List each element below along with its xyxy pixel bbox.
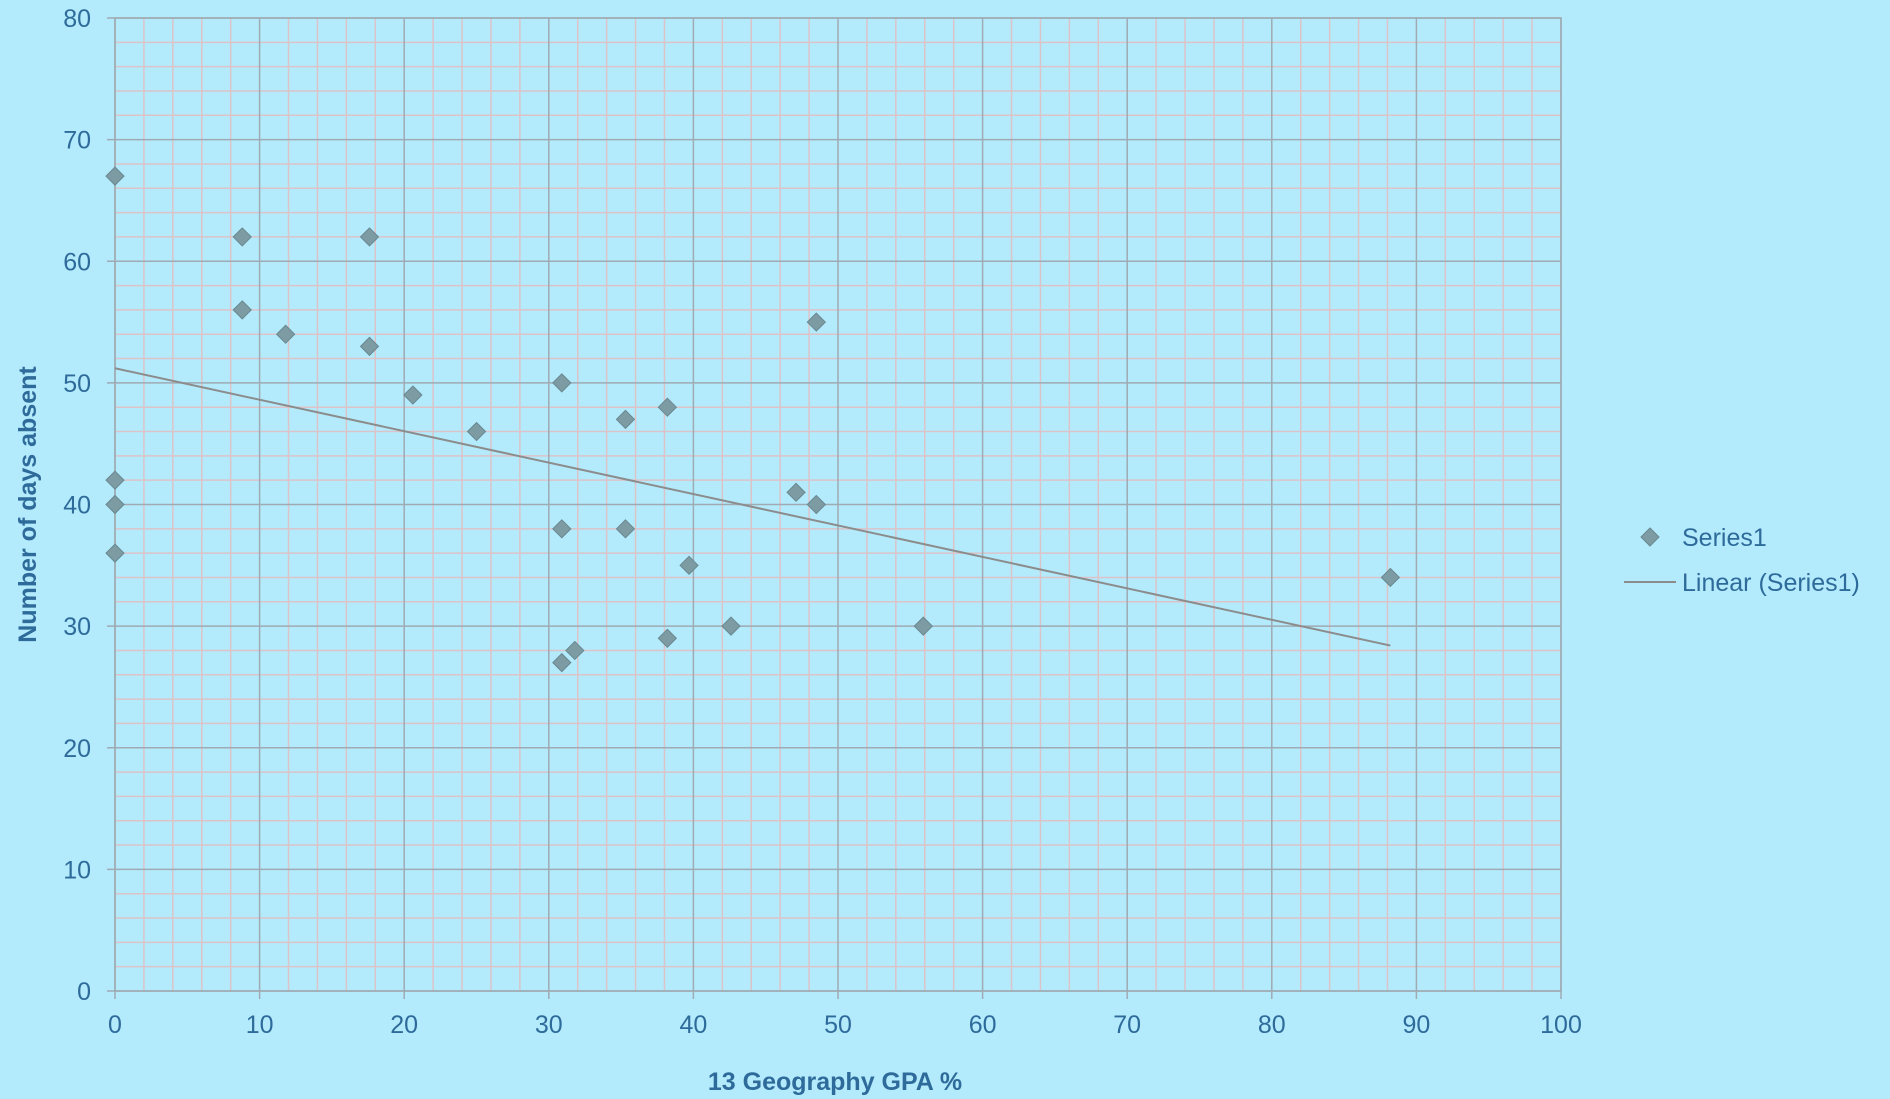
data-point-marker xyxy=(786,482,806,503)
data-point-marker xyxy=(105,470,125,490)
data-point-marker xyxy=(552,652,572,673)
x-tick-label: 0 xyxy=(108,1011,122,1039)
data-point-marker xyxy=(806,494,827,515)
data-point-marker xyxy=(565,640,585,661)
legend-series1-label: Series1 xyxy=(1682,524,1767,552)
legend-trendline-label: Linear (Series1) xyxy=(1682,569,1860,597)
y-tick-label: 0 xyxy=(77,978,91,1006)
data-point-marker xyxy=(552,373,572,393)
data-point-marker xyxy=(657,628,678,648)
data-point-marker xyxy=(275,324,296,344)
data-point-marker xyxy=(552,519,572,539)
data-point-marker xyxy=(403,385,423,405)
data-point-marker xyxy=(359,227,380,247)
y-tick-label: 80 xyxy=(63,5,91,33)
x-axis-ticks: 0 10 20 30 40 50 60 70 80 90 100 xyxy=(108,991,1582,1039)
y-tick-label: 50 xyxy=(63,370,91,398)
x-tick-label: 70 xyxy=(1113,1011,1141,1039)
data-point-marker xyxy=(359,336,380,357)
data-point-marker xyxy=(913,616,934,636)
legend-series1-marker-icon xyxy=(1640,527,1660,547)
data-point-marker xyxy=(232,300,252,320)
x-tick-label: 40 xyxy=(679,1011,707,1039)
data-point-marker xyxy=(615,519,636,539)
x-tick-label: 30 xyxy=(535,1011,563,1039)
data-point-marker xyxy=(466,421,487,442)
x-tick-label: 10 xyxy=(246,1011,274,1039)
data-point-marker xyxy=(679,555,699,576)
y-tick-label: 70 xyxy=(63,127,91,155)
data-point-marker xyxy=(1380,567,1401,588)
x-tick-label: 100 xyxy=(1540,1011,1582,1039)
data-point-marker xyxy=(806,312,827,332)
data-point-marker xyxy=(105,166,125,186)
data-points xyxy=(105,166,1401,673)
x-tick-label: 90 xyxy=(1402,1011,1430,1039)
x-axis-title: 13 Geography GPA % xyxy=(708,1068,962,1096)
data-point-marker xyxy=(657,397,678,417)
x-tick-label: 60 xyxy=(969,1011,997,1039)
x-tick-label: 20 xyxy=(390,1011,418,1039)
data-point-marker xyxy=(232,227,252,247)
y-tick-label: 60 xyxy=(63,248,91,276)
x-tick-label: 50 xyxy=(824,1011,852,1039)
y-tick-label: 10 xyxy=(63,856,91,884)
data-point-marker xyxy=(105,543,125,563)
y-axis-title: Number of days absent xyxy=(14,366,42,643)
y-tick-label: 40 xyxy=(63,492,91,520)
y-tick-label: 30 xyxy=(63,613,91,641)
data-point-marker xyxy=(721,616,741,636)
trendline xyxy=(114,367,1391,647)
data-point-marker xyxy=(615,409,636,430)
y-tick-label: 20 xyxy=(63,735,91,763)
x-tick-label: 80 xyxy=(1258,1011,1286,1039)
legend: Series1 Linear (Series1) xyxy=(1624,524,1860,597)
data-point-marker xyxy=(105,494,125,515)
